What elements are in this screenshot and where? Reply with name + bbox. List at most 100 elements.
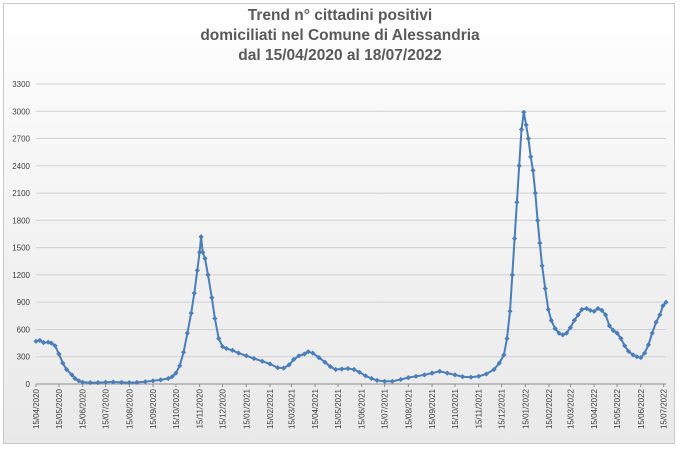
data-point bbox=[150, 378, 156, 384]
data-point bbox=[305, 349, 311, 355]
data-point bbox=[301, 351, 307, 357]
data-point bbox=[525, 135, 531, 142]
data-point bbox=[251, 355, 257, 362]
data-point bbox=[310, 350, 316, 356]
data-point bbox=[501, 352, 507, 358]
data-point bbox=[618, 335, 624, 342]
data-point bbox=[483, 371, 489, 377]
data-point bbox=[220, 344, 226, 350]
data-point bbox=[460, 374, 466, 380]
data-point bbox=[200, 249, 206, 255]
y-tick-label: 900 bbox=[17, 298, 31, 307]
y-tick-label: 3300 bbox=[12, 80, 30, 89]
data-point bbox=[333, 366, 339, 373]
data-point bbox=[110, 379, 116, 385]
data-point bbox=[509, 272, 515, 278]
data-point bbox=[177, 363, 183, 369]
data-point bbox=[389, 378, 395, 384]
data-point bbox=[491, 366, 497, 373]
x-tick-label: 15/01/2021 bbox=[242, 388, 251, 429]
data-point bbox=[535, 217, 541, 223]
x-tick-label: 15/12/2020 bbox=[219, 388, 228, 429]
data-point bbox=[496, 360, 502, 366]
data-point bbox=[610, 327, 616, 333]
data-point bbox=[275, 365, 281, 371]
x-tick-label: 15/06/2022 bbox=[637, 388, 646, 429]
data-point bbox=[595, 305, 601, 312]
data-point bbox=[95, 380, 101, 386]
data-point bbox=[545, 306, 551, 313]
data-point bbox=[69, 372, 75, 378]
data-point bbox=[630, 352, 636, 358]
data-point bbox=[291, 356, 297, 363]
data-point bbox=[216, 335, 222, 342]
data-point bbox=[243, 353, 249, 359]
data-point bbox=[60, 360, 66, 366]
data-point bbox=[587, 307, 593, 313]
data-point bbox=[560, 332, 566, 338]
data-point bbox=[37, 337, 43, 343]
chart-title-line-3: dal 15/04/2020 al 18/07/2022 bbox=[238, 47, 442, 64]
x-tick-label: 15/09/2020 bbox=[149, 388, 158, 429]
y-tick-label: 300 bbox=[17, 353, 31, 362]
data-point bbox=[267, 361, 273, 367]
data-point bbox=[281, 365, 287, 371]
data-point bbox=[556, 330, 562, 336]
data-point bbox=[126, 380, 132, 386]
chart-title-line-1: Trend n° cittadini positivi bbox=[247, 7, 433, 24]
y-tick-label: 2100 bbox=[12, 189, 30, 198]
x-tick-label: 15/01/2022 bbox=[521, 388, 530, 429]
data-point bbox=[452, 372, 458, 378]
data-point bbox=[625, 348, 632, 354]
data-point bbox=[41, 340, 47, 346]
data-point bbox=[76, 378, 82, 384]
data-point bbox=[345, 365, 351, 372]
x-tick-label: 15/11/2020 bbox=[196, 388, 205, 428]
x-tick-label: 15/05/2020 bbox=[55, 388, 64, 429]
data-point bbox=[429, 370, 435, 376]
data-point bbox=[382, 378, 388, 384]
x-tick-label: 15/05/2021 bbox=[334, 388, 343, 429]
data-point bbox=[184, 330, 190, 336]
data-point bbox=[649, 330, 655, 336]
data-point bbox=[614, 330, 620, 336]
data-point bbox=[528, 154, 534, 160]
x-tick-label: 15/02/2022 bbox=[545, 388, 554, 429]
data-point bbox=[202, 255, 208, 262]
x-tick-label: 15/08/2021 bbox=[404, 388, 413, 429]
data-point bbox=[351, 366, 357, 373]
data-point bbox=[468, 374, 474, 380]
data-point bbox=[645, 342, 651, 348]
data-point bbox=[48, 340, 54, 346]
data-point bbox=[532, 190, 538, 196]
x-tick-label: 15/04/2022 bbox=[590, 388, 599, 429]
data-point bbox=[205, 272, 211, 278]
x-tick-label: 15/03/2022 bbox=[566, 388, 575, 429]
data-point bbox=[197, 249, 203, 255]
data-point bbox=[516, 163, 522, 169]
data-point bbox=[542, 285, 548, 292]
y-tick-label: 0 bbox=[26, 380, 31, 389]
y-tick-label: 2700 bbox=[12, 135, 30, 144]
data-point bbox=[634, 354, 640, 360]
data-point bbox=[437, 368, 443, 374]
data-point bbox=[523, 122, 529, 128]
data-point bbox=[660, 303, 666, 309]
x-tick-label: 15/03/2021 bbox=[287, 388, 296, 429]
x-tick-label: 15/05/2022 bbox=[613, 388, 622, 429]
data-point bbox=[575, 312, 581, 318]
data-point bbox=[188, 310, 194, 316]
data-point bbox=[552, 325, 558, 332]
x-tick-label: 15/10/2020 bbox=[172, 388, 181, 429]
x-tick-label: 15/06/2020 bbox=[79, 388, 88, 429]
data-point bbox=[413, 373, 419, 379]
data-point bbox=[421, 372, 427, 378]
data-point bbox=[229, 347, 236, 353]
data-point bbox=[606, 323, 612, 329]
data-point bbox=[571, 317, 577, 323]
y-tick-label: 2400 bbox=[12, 162, 30, 171]
data-point bbox=[518, 126, 525, 133]
data-point bbox=[405, 375, 411, 381]
data-point bbox=[72, 375, 78, 382]
